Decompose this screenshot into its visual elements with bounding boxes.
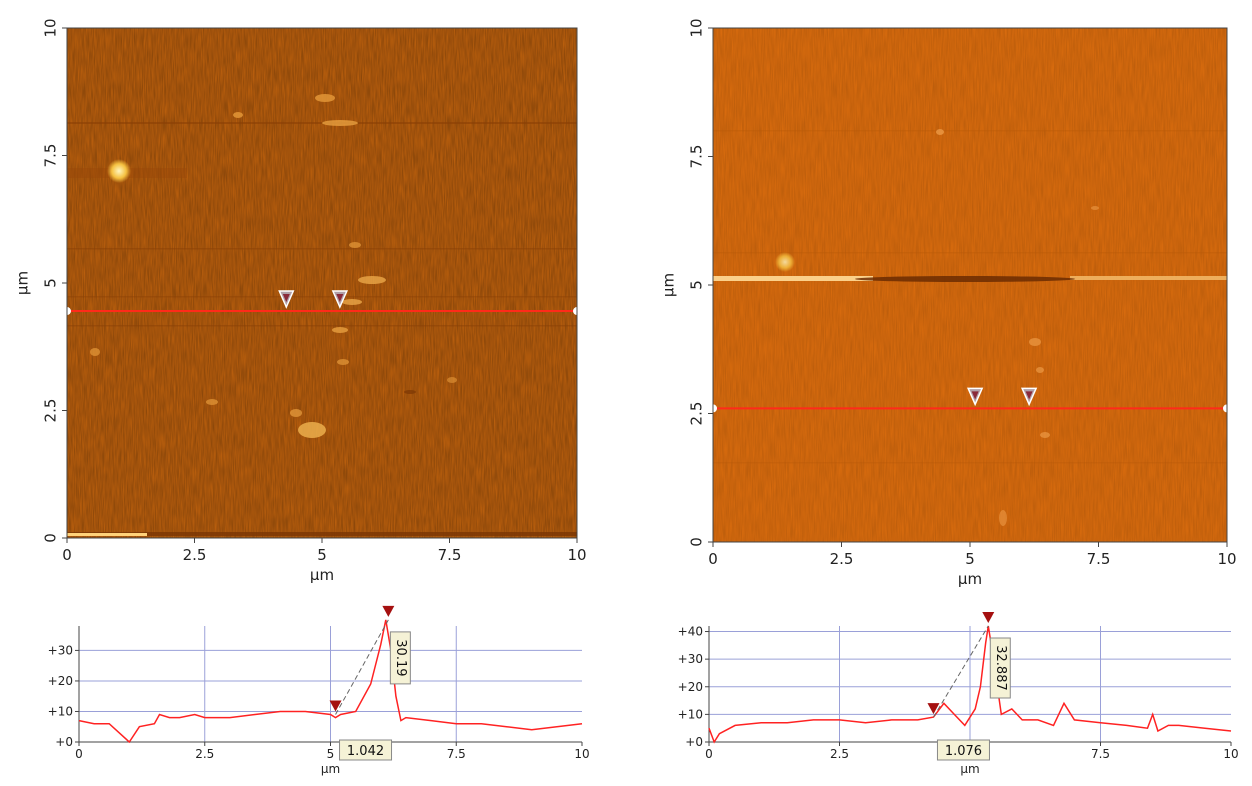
profile-cursor-marker[interactable] (982, 612, 995, 623)
profile-y-tick-label: +10 (48, 704, 73, 718)
profile-y-tick-label: +40 (678, 625, 703, 639)
profile-line (78, 619, 583, 744)
left-surface-features (67, 94, 577, 536)
y-tick-label: 5 (42, 278, 60, 288)
x-tick-label: 5 (317, 546, 327, 564)
x-tick-label: 2.5 (183, 546, 207, 564)
profile-y-tick-label: +20 (48, 674, 73, 688)
profile-y-tick-label: +30 (678, 652, 703, 666)
left-image-cursor-markers[interactable] (278, 290, 348, 309)
y-tick-label: 5 (688, 280, 706, 290)
profile-x-tick-label: 10 (1223, 747, 1238, 761)
dx-callout-value: 1.076 (945, 744, 982, 759)
profile-x-axis-label: µm (960, 762, 979, 776)
profile-y-tick-label: +30 (48, 643, 73, 657)
right-surface-grain (713, 28, 1227, 542)
y-axis-label: µm (660, 273, 678, 297)
profile-x-tick-label: 0 (705, 747, 713, 761)
y-axis-label: µm (14, 271, 32, 295)
dy-callout-box (989, 637, 1011, 699)
left-surface-grain (67, 28, 577, 538)
image-cursor-marker-inner (971, 391, 979, 400)
profile-cursor-marker[interactable] (329, 700, 342, 712)
profile-line (708, 625, 1232, 744)
x-tick-label: 10 (567, 546, 586, 564)
profile-cursor-marker[interactable] (927, 703, 940, 715)
profile-x-tick-label: 10 (574, 747, 589, 761)
x-tick-label: 7.5 (1087, 550, 1111, 568)
profile-y-tick-label: +10 (678, 707, 703, 721)
x-tick-label: 10 (1217, 550, 1236, 568)
profile-cursor-marker[interactable] (382, 605, 395, 617)
y-tick-label: 2.5 (688, 402, 706, 426)
profile-x-tick-label: 2.5 (830, 747, 849, 761)
y-tick-label: 0 (42, 533, 60, 543)
x-axis-label: µm (958, 570, 982, 588)
profile-x-axis-label: µm (321, 762, 340, 776)
dx-callout-box (936, 739, 990, 761)
image-cursor-marker-inner (1025, 391, 1033, 400)
left-image-axes: 0 2.5 5 7.5 10 0 2.5 5 7.5 10 µm µm (14, 18, 587, 584)
dx-callout-value: 1.042 (347, 744, 384, 759)
x-tick-label: 0 (708, 550, 718, 568)
right-surface-features (713, 129, 1227, 526)
y-tick-label: 2.5 (42, 399, 60, 423)
right-image-cursor-markers[interactable] (966, 387, 1038, 407)
x-tick-label: 2.5 (830, 550, 854, 568)
measurement-dashed-line (335, 619, 389, 715)
measurement-dashed-line (933, 625, 989, 718)
dy-callout-value: 32.887 (993, 645, 1008, 691)
profile-y-tick-label: +0 (685, 735, 703, 749)
y-tick-label: 7.5 (42, 144, 60, 168)
profile-x-tick-label: 0 (75, 747, 83, 761)
profile-x-tick-label: 2.5 (195, 747, 214, 761)
image-cursor-marker-inner (336, 294, 344, 303)
y-tick-label: 10 (688, 18, 706, 37)
dx-callout-box (339, 739, 393, 761)
y-tick-label: 10 (42, 18, 60, 37)
profile-y-tick-label: +0 (55, 735, 73, 749)
dy-callout-box (389, 631, 411, 685)
x-axis-label: µm (310, 566, 334, 584)
x-tick-label: 7.5 (438, 546, 462, 564)
right-afm-image (709, 28, 1231, 542)
profile-x-tick-label: 7.5 (447, 747, 466, 761)
y-tick-label: 7.5 (688, 145, 706, 169)
y-tick-label: 0 (688, 537, 706, 547)
left-height-profile: 0 2.5 5 7.5 10 +0 +10 +20 +30 µm 1.042 30.19 (48, 605, 590, 776)
profile-x-tick-label: 5 (327, 747, 335, 761)
right-image-axes: 0 2.5 5 7.5 10 0 2.5 5 7.5 10 µm µm (660, 18, 1237, 588)
profile-y-tick-label: +20 (678, 680, 703, 694)
image-cursor-marker-inner (282, 294, 290, 303)
dy-callout-value: 30.19 (393, 639, 408, 676)
profile-x-tick-label: 7.5 (1091, 747, 1110, 761)
left-afm-image (63, 28, 581, 538)
x-tick-label: 5 (965, 550, 975, 568)
x-tick-label: 0 (62, 546, 72, 564)
